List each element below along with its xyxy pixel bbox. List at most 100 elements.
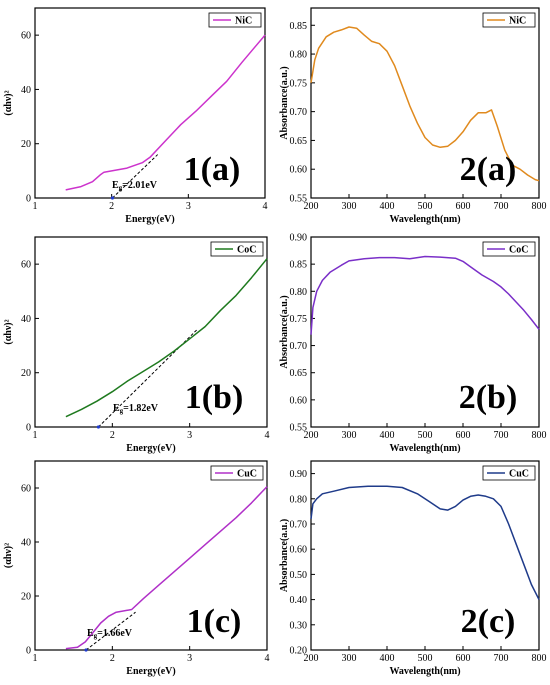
- x-tick-label: 3: [187, 430, 192, 441]
- y-tick-label: 0.90: [290, 233, 308, 244]
- chart-1a: 1 2 3 40204060Energy(eV)(αhν)²NiC1(a)Eg=2.0…: [3, 7, 268, 225]
- x-tick-label: 800: [532, 653, 547, 664]
- series-line-NiC: [65, 34, 266, 191]
- panel-label: 1(c): [187, 603, 242, 640]
- plot-frame: [34, 7, 266, 199]
- legend-label: CoC: [237, 245, 256, 256]
- y-tick-label: 40: [21, 314, 31, 325]
- band-gap-intercept: [84, 648, 88, 652]
- band-gap-intercept: [110, 196, 115, 200]
- panel-label: 2(b): [459, 379, 518, 416]
- y-tick-label: 0.75: [290, 78, 308, 89]
- y-tick-label: 0.55: [290, 423, 308, 434]
- y-axis-title: (αhν)²: [3, 319, 14, 344]
- panel-label: 1(a): [184, 151, 241, 188]
- y-tick-label: 60: [21, 484, 31, 495]
- y-tick-label: 0.55: [290, 194, 308, 205]
- band-gap-annotation: Eg=1.82eV: [113, 403, 159, 415]
- legend-label: CoC: [509, 245, 528, 256]
- legend-box: [482, 465, 536, 481]
- legend-box: [482, 12, 536, 28]
- y-tick-label: 0.60: [290, 545, 308, 556]
- plot-frame: [34, 460, 268, 651]
- y-tick-label: 0.60: [290, 165, 308, 176]
- series-line-CuC: [65, 486, 268, 650]
- chart-2c: 200 300 400 500 600 700 800 0.20 0.30 0.40 0.50 0.6…: [279, 460, 547, 677]
- y-tick-label: 0.60: [290, 395, 308, 406]
- legend-box: [210, 241, 264, 257]
- x-tick-label: 3: [187, 653, 192, 664]
- x-tick-label: 500: [418, 653, 433, 664]
- series-line-CuC: [310, 485, 540, 600]
- x-tick-label: 700: [494, 653, 509, 664]
- y-tick-label: 0.30: [290, 620, 308, 631]
- band-gap-intercept: [96, 425, 101, 429]
- x-tick-label: 4: [265, 653, 270, 664]
- y-axis-title: Absorbance(a.u.): [279, 519, 290, 592]
- x-tick-label: 700: [494, 201, 509, 212]
- x-tick-label: 400: [380, 201, 395, 212]
- x-tick-label: 700: [494, 430, 509, 441]
- y-tick-label: 0.90: [290, 469, 308, 480]
- chart-1b: 1 2 3 40204060Energy(eV)(αhν)²CoC1(b)Eg=1.8…: [3, 236, 270, 454]
- y-tick-label: 0.40: [290, 595, 308, 606]
- y-tick-label: 0.50: [290, 570, 308, 581]
- y-tick-label: 0.65: [290, 368, 308, 379]
- y-tick-label: 0.85: [290, 260, 308, 271]
- plot-frame: [34, 236, 268, 428]
- x-tick-label: 300: [342, 201, 357, 212]
- y-tick-label: 0.80: [290, 287, 308, 298]
- x-tick-label: 200: [304, 653, 319, 664]
- y-tick-label: 0.65: [290, 136, 308, 147]
- legend-box: [482, 241, 536, 257]
- x-tick-label: 600: [456, 430, 471, 441]
- x-tick-label: 600: [456, 653, 471, 664]
- y-tick-label: 20: [21, 592, 31, 603]
- y-axis-title: (αhν)²: [3, 90, 14, 115]
- chart-1c: 1 2 3 40204060Energy(eV)(αhν)²CuC1(c)Eg=1.6…: [3, 460, 270, 677]
- y-tick-label: 0.80: [290, 494, 308, 505]
- x-tick-label: 1: [33, 653, 38, 664]
- y-tick-label: 40: [21, 538, 31, 549]
- panel-label: 2(a): [460, 151, 517, 188]
- legend-label: CuC: [509, 469, 529, 480]
- x-tick-label: 1: [33, 430, 38, 441]
- y-axis-title: Absorbance(a.u.): [279, 295, 290, 368]
- x-tick-label: 300: [342, 653, 357, 664]
- legend-box: [210, 465, 264, 481]
- legend-label: NiC: [235, 16, 252, 27]
- legend-label: NiC: [509, 16, 526, 27]
- y-tick-label: 0.70: [290, 341, 308, 352]
- y-tick-label: 0.85: [290, 21, 308, 32]
- y-tick-label: 20: [21, 139, 31, 150]
- x-tick-label: 300: [342, 430, 357, 441]
- panel-label: 2(c): [461, 603, 516, 640]
- x-tick-label: 1: [33, 201, 38, 212]
- x-tick-label: 2: [109, 201, 114, 212]
- y-tick-label: 20: [21, 368, 31, 379]
- x-tick-label: 2: [110, 653, 115, 664]
- y-axis-title: (αhν)²: [3, 543, 14, 568]
- series-line-CoC: [65, 258, 268, 418]
- y-tick-label: 40: [21, 85, 31, 96]
- y-tick-label: 60: [21, 31, 31, 42]
- x-axis-title: Wavelength(nm): [389, 443, 460, 454]
- x-tick-label: 200: [304, 201, 319, 212]
- x-tick-label: 600: [456, 201, 471, 212]
- y-tick-label: 0: [26, 423, 31, 434]
- legend-box: [208, 12, 262, 28]
- x-tick-label: 400: [380, 653, 395, 664]
- tangent-fit-line: [112, 154, 159, 199]
- y-tick-label: 60: [21, 260, 31, 271]
- x-tick-label: 500: [418, 201, 433, 212]
- panel-label: 1(b): [185, 379, 244, 416]
- x-axis-title: Energy(eV): [126, 443, 175, 454]
- band-gap-annotation: Eg=2.01eV: [112, 180, 158, 192]
- x-tick-label: 3: [186, 201, 191, 212]
- legend-label: CuC: [237, 469, 257, 480]
- x-tick-label: 400: [380, 430, 395, 441]
- x-tick-label: 4: [265, 430, 270, 441]
- chart-2a: 200 300 400 500 600 700 800 0.55 0.60 0.65 0.70 0.7…: [279, 7, 547, 225]
- tangent-fit-line: [85, 611, 136, 651]
